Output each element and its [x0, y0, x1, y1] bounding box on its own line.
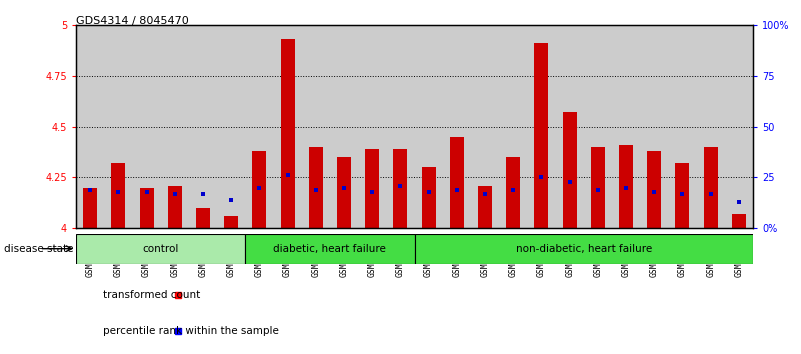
Bar	[76, 234, 245, 264]
Bar	[167, 185, 182, 228]
Bar	[252, 151, 267, 228]
Bar	[83, 188, 97, 228]
Text: GDS4314 / 8045470: GDS4314 / 8045470	[76, 16, 189, 26]
Bar	[732, 214, 746, 228]
Bar	[415, 234, 753, 264]
Bar	[224, 216, 238, 228]
Bar	[365, 149, 379, 228]
Text: control: control	[143, 244, 179, 254]
Bar	[534, 43, 549, 228]
Bar	[280, 39, 295, 228]
Text: disease state: disease state	[4, 244, 74, 253]
Bar	[421, 167, 436, 228]
Bar	[450, 137, 464, 228]
Bar	[337, 157, 351, 228]
Bar	[619, 145, 633, 228]
Bar	[506, 157, 521, 228]
Bar	[196, 208, 210, 228]
Bar	[111, 163, 126, 228]
Bar	[703, 147, 718, 228]
Bar	[308, 147, 323, 228]
Text: non-diabetic, heart failure: non-diabetic, heart failure	[516, 244, 652, 254]
Bar	[591, 147, 605, 228]
Bar	[139, 188, 154, 228]
Text: diabetic, heart failure: diabetic, heart failure	[273, 244, 386, 254]
Bar	[245, 234, 415, 264]
Bar	[393, 149, 408, 228]
Bar	[647, 151, 662, 228]
Bar	[478, 185, 492, 228]
Text: transformed count: transformed count	[103, 290, 200, 301]
Bar	[562, 112, 577, 228]
Bar	[675, 163, 690, 228]
Text: percentile rank within the sample: percentile rank within the sample	[103, 326, 279, 336]
